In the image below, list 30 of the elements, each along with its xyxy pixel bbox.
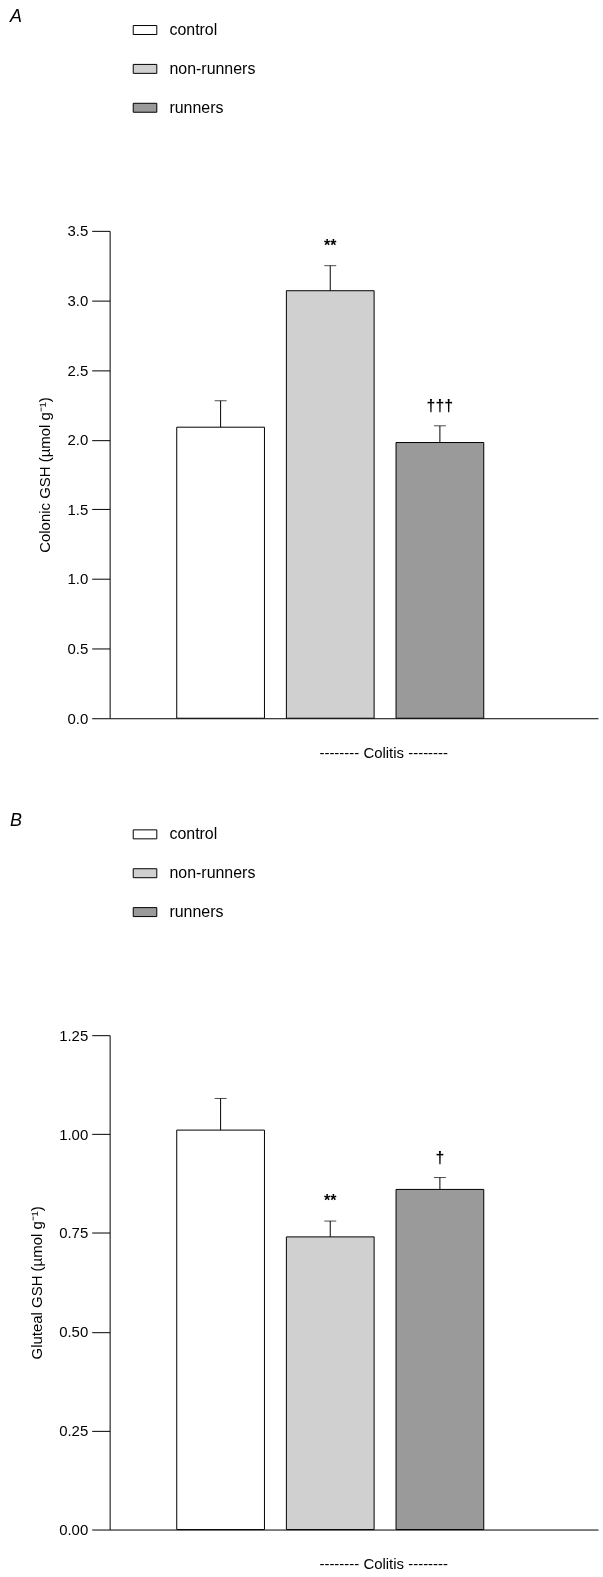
y-tick-label: 2.5 xyxy=(67,361,89,379)
annotation: ** xyxy=(324,1192,338,1210)
y-tick-label: 1.25 xyxy=(59,1026,89,1044)
annotation: ††† xyxy=(426,396,454,414)
y-tick-label: 0.5 xyxy=(67,640,89,658)
text: -------- Colitis -------- xyxy=(319,744,449,762)
y-tick-label: 3.5 xyxy=(67,222,89,240)
legend-label: runners xyxy=(169,903,224,921)
y-tick-label: 3.0 xyxy=(67,291,89,309)
legend-label: control xyxy=(169,21,218,38)
legend-label: non-runners xyxy=(169,59,256,77)
legend-label: runners xyxy=(169,98,224,116)
y-tick-label: 1.00 xyxy=(59,1125,89,1143)
y-tick-label: 0.0 xyxy=(67,709,89,727)
chart-title: B xyxy=(9,809,22,830)
annotation: † xyxy=(435,1148,445,1166)
y-tick-label: 2.0 xyxy=(67,431,89,449)
text: -------- Colitis -------- xyxy=(319,1555,449,1573)
y-axis-title: Gluteal GSH (µmol g⁻¹) xyxy=(28,1206,46,1360)
y-tick-label: 1.5 xyxy=(67,500,89,518)
chart-title: A xyxy=(8,5,22,26)
annotation: ** xyxy=(324,236,338,254)
y-tick-label: 0.00 xyxy=(59,1521,89,1539)
y-tick-label: 0.75 xyxy=(59,1224,89,1242)
y-axis-title: Colonic GSH (µmol g⁻¹) xyxy=(36,397,54,553)
legend-label: control xyxy=(169,825,218,843)
y-tick-label: 0.50 xyxy=(59,1323,89,1341)
legend-label: non-runners xyxy=(169,864,256,882)
y-tick-label: 1.0 xyxy=(67,570,89,588)
y-tick-label: 0.25 xyxy=(59,1422,89,1440)
